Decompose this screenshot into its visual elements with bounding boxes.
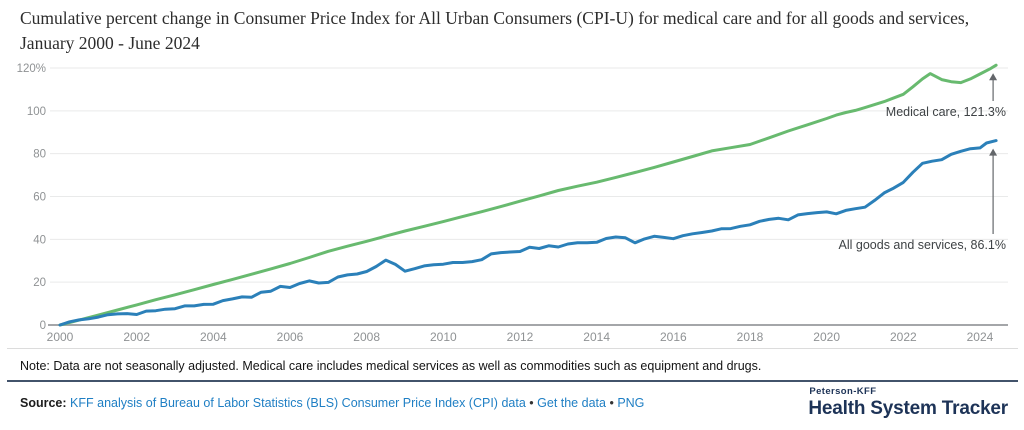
x-tick-label: 2002 [123,330,150,344]
x-tick-label: 2012 [507,330,534,344]
x-tick-label: 2024 [967,330,994,344]
x-tick-label: 2006 [277,330,304,344]
source-separator: • [609,396,614,410]
source-separator: • [529,396,534,410]
x-tick-label: 2018 [737,330,764,344]
annotation-arrowhead-medical-care [989,73,998,81]
get-the-data-link[interactable]: Get the data [537,396,606,410]
brand-peterson-kff: Peterson-KFF [809,386,877,397]
y-tick-label: 100 [27,106,46,118]
brand-logo: Peterson-KFF Health System Tracker [808,386,1008,420]
x-tick-label: 2020 [813,330,840,344]
x-tick-label: 2016 [660,330,687,344]
series-line-all-goods-and-services [58,139,998,327]
png-link[interactable]: PNG [617,396,645,410]
y-tick-label: 20 [33,277,46,289]
annotation-label-all-goods-and-services: All goods and services, 86.1% [839,238,1006,252]
series-line-medical-care [58,63,998,327]
page-title: Cumulative percent change in Consumer Pr… [20,8,970,53]
x-tick-label: 2004 [200,330,227,344]
brand-health-system-tracker: Health System Tracker [808,398,1008,419]
source-label: Source: [20,396,67,410]
y-tick-label: 40 [33,234,46,246]
annotation-arrowhead-all-goods-and-services [989,148,998,156]
x-tick-label: 2008 [353,330,380,344]
y-tick-label: 80 [33,149,46,161]
divider-light [7,348,1018,349]
annotation-label-medical-care: Medical care, 121.3% [886,105,1006,119]
x-tick-label: 2022 [890,330,917,344]
source-row: Source: KFF analysis of Bureau of Labor … [20,396,644,410]
y-tick-label: 60 [33,192,46,204]
chart-note: Note: Data are not seasonally adjusted. … [20,359,762,373]
divider-navy [7,380,1018,382]
x-tick-label: 2014 [583,330,610,344]
x-tick-label: 2000 [47,330,74,344]
x-tick-label: 2010 [430,330,457,344]
y-tick-label: 0 [40,320,46,332]
source-link[interactable]: KFF analysis of Bureau of Labor Statisti… [70,396,526,410]
y-tick-label: 120% [17,63,46,75]
